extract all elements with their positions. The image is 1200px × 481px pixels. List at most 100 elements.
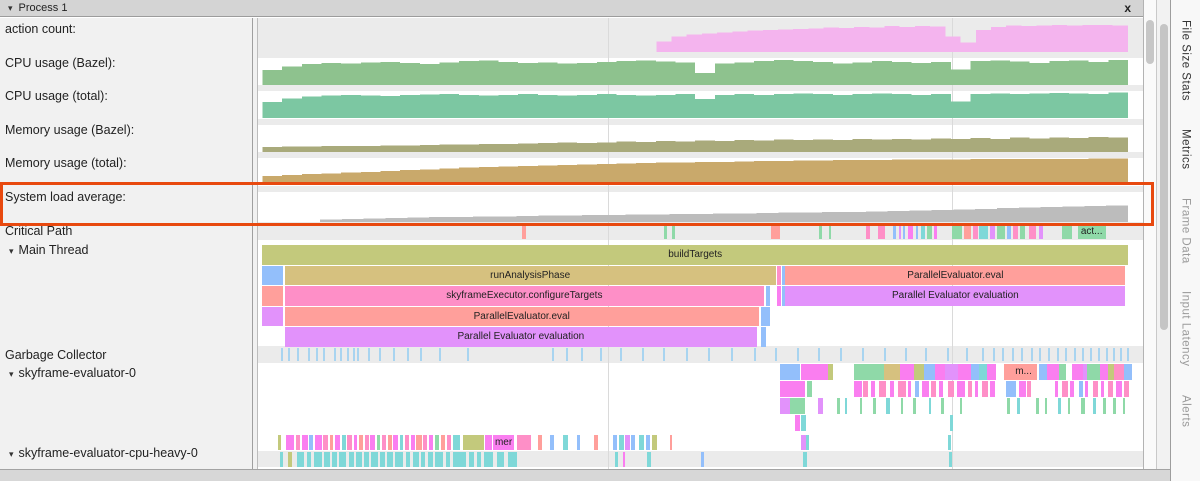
event-bar[interactable] [904, 348, 907, 361]
event-bar[interactable] [619, 435, 624, 450]
event-bar[interactable] [411, 435, 415, 450]
event-bar[interactable] [795, 415, 800, 431]
counter-chart-system-load[interactable] [258, 192, 1143, 222]
event-bar[interactable] [483, 452, 493, 467]
event-bar[interactable] [1119, 348, 1122, 361]
event-bar[interactable] [927, 225, 933, 239]
tab-metrics[interactable]: Metrics [1179, 129, 1192, 170]
event-bar[interactable] [1124, 381, 1129, 397]
skyframe-evaluator-cpu-heavy-0-track[interactable]: mer [258, 435, 1143, 468]
garbage-collector-track[interactable] [258, 348, 1143, 361]
event-bar[interactable] [323, 348, 326, 361]
event-bar[interactable] [1044, 398, 1048, 414]
event-bar[interactable] [1123, 364, 1133, 380]
event-bar[interactable] [700, 452, 705, 467]
event-bar[interactable] [669, 435, 673, 450]
event-bar[interactable] [967, 381, 973, 397]
event-bar[interactable] [420, 452, 426, 467]
event-bar[interactable] [452, 452, 466, 467]
event-bar[interactable] [286, 435, 295, 450]
event-bar[interactable] [1085, 381, 1089, 397]
event-bar[interactable] [964, 225, 972, 239]
event-bar[interactable] [939, 381, 943, 397]
event-bar[interactable] [379, 348, 382, 361]
event-bar[interactable] [796, 348, 799, 361]
event-bar[interactable] [642, 348, 645, 361]
tab-frame-data[interactable]: Frame Data [1179, 197, 1192, 264]
event-bar[interactable] [388, 435, 392, 450]
event-bar[interactable] [879, 381, 887, 397]
event-bar[interactable] [323, 435, 328, 450]
event-bar[interactable] [780, 364, 801, 380]
event-bar[interactable] [1006, 398, 1011, 414]
event-bar[interactable] [468, 452, 474, 467]
event-bar[interactable] [1047, 364, 1059, 380]
event-bar[interactable] [935, 364, 945, 380]
tab-alerts[interactable]: Alerts [1179, 394, 1192, 428]
event-bar[interactable] [1100, 381, 1105, 397]
event-bar[interactable] [307, 348, 310, 361]
event-bar[interactable] [1079, 381, 1083, 397]
event-bar[interactable] [371, 452, 379, 467]
event-bar[interactable] [367, 348, 370, 361]
event-bar[interactable] [441, 435, 445, 450]
event-bar[interactable] [551, 348, 554, 361]
event-bar[interactable] [989, 381, 996, 397]
event-bar[interactable] [1039, 348, 1042, 361]
event-bar[interactable] [873, 398, 876, 414]
event-bar[interactable] [897, 381, 906, 397]
event-bar[interactable] [883, 348, 886, 361]
window-scrollbar-thumb[interactable] [1146, 20, 1154, 64]
event-bar[interactable] [819, 225, 822, 239]
event-bar[interactable] [423, 435, 428, 450]
event-bar[interactable] [581, 348, 584, 361]
event-bar[interactable] [612, 435, 618, 450]
event-bar[interactable] [339, 452, 347, 467]
tab-input-latency[interactable]: Input Latency [1179, 291, 1192, 367]
event-bar[interactable] [1062, 225, 1073, 239]
event-bar[interactable] [631, 435, 635, 450]
event-bar[interactable] [1092, 381, 1098, 397]
event-bar[interactable] [900, 398, 904, 414]
event-bar[interactable] [358, 435, 364, 450]
event-bar[interactable] [989, 225, 996, 239]
event-bar[interactable] [931, 381, 936, 397]
event-bar[interactable] [1061, 381, 1068, 397]
event-bar[interactable] [827, 364, 834, 380]
event-bar[interactable] [908, 225, 913, 239]
main-thread-flame-chart[interactable]: buildTargets runAnalysisPhase ParallelEval… [258, 245, 1143, 347]
event-bar[interactable] [950, 415, 954, 431]
event-bar[interactable] [309, 435, 313, 450]
event-bar[interactable] [476, 452, 482, 467]
event-bar[interactable] [550, 435, 554, 450]
event-bar[interactable] [1012, 225, 1019, 239]
event-bar[interactable] [913, 364, 925, 380]
event-bar[interactable] [334, 348, 337, 361]
event-bar[interactable] [1081, 398, 1085, 414]
event-bar[interactable] [1054, 381, 1059, 397]
event-bar[interactable] [992, 348, 995, 361]
event-bar[interactable] [959, 398, 963, 414]
event-bar[interactable] [347, 348, 350, 361]
event-bar[interactable] [306, 452, 312, 467]
event-bar-labeled[interactable]: ParallelEvaluator.eval [284, 306, 759, 326]
event-bar[interactable] [435, 435, 440, 450]
event-bar[interactable] [878, 225, 885, 239]
event-bar[interactable] [865, 225, 870, 239]
event-bar[interactable] [647, 452, 651, 467]
track-label-skyframe-evaluator-0[interactable]: ▾ skyframe-evaluator-0 [5, 366, 136, 380]
event-bar[interactable] [805, 435, 810, 450]
event-bar[interactable] [288, 348, 291, 361]
event-bar[interactable] [686, 348, 689, 361]
event-bar[interactable] [427, 452, 434, 467]
event-bar[interactable] [576, 435, 581, 450]
collapse-triangle-icon[interactable]: ▾ [8, 2, 13, 13]
event-bar[interactable] [419, 348, 422, 361]
event-bar[interactable] [1012, 348, 1015, 361]
event-bar[interactable] [406, 348, 409, 361]
event-bar[interactable] [446, 435, 451, 450]
event-bar[interactable] [1048, 348, 1051, 361]
event-bar[interactable] [934, 225, 938, 239]
event-bar[interactable] [760, 327, 766, 347]
event-bar[interactable] [280, 452, 283, 467]
